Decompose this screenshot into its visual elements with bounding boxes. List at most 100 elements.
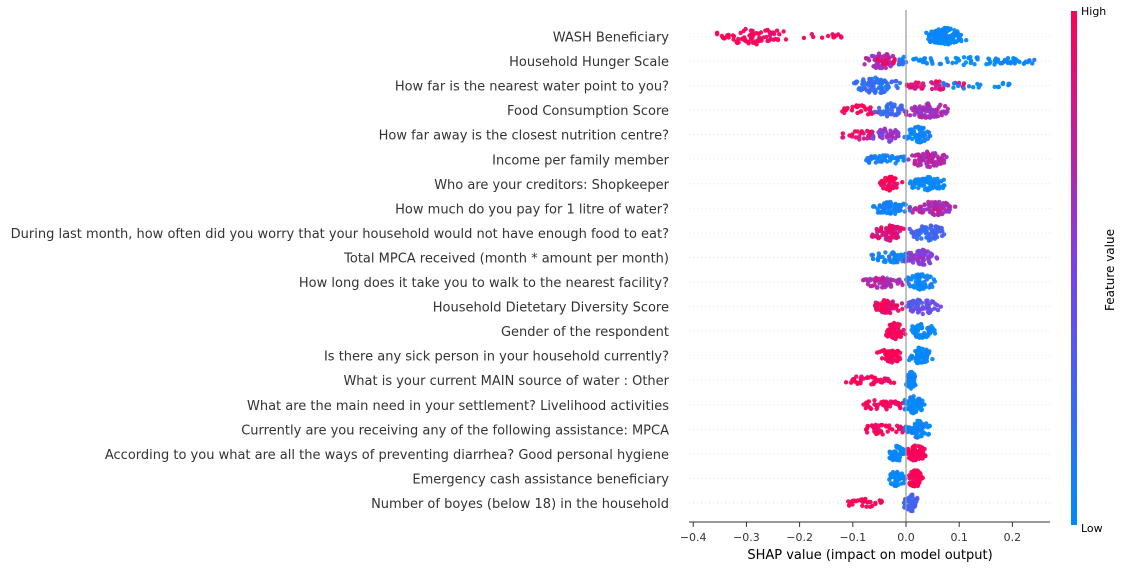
shap-point (891, 60, 896, 66)
shap-point (894, 401, 900, 407)
shap-point (865, 112, 871, 117)
shap-point (751, 40, 756, 45)
shap-point (880, 285, 885, 290)
x-tick-label: 0.1 (950, 531, 968, 544)
shap-point (975, 81, 980, 87)
shap-point (871, 204, 876, 209)
shap-point (901, 327, 906, 333)
feature-label: How much do you pay for 1 litre of water… (395, 202, 669, 217)
shap-point (886, 229, 892, 234)
shap-point (876, 402, 881, 407)
shap-point (876, 51, 882, 56)
shap-point (863, 405, 868, 411)
shap-point (809, 32, 814, 37)
colorbar-title: Feature value (1103, 229, 1117, 311)
shap-point (773, 36, 778, 42)
shap-point (866, 157, 871, 162)
shap-point (954, 30, 959, 36)
shap-point (926, 328, 931, 333)
shap-point (850, 498, 855, 504)
shap-point (913, 283, 918, 288)
shap-point (892, 56, 897, 62)
shap-point (864, 375, 870, 381)
shap-point (947, 33, 953, 39)
shap-point (942, 26, 947, 32)
shap-point (883, 399, 889, 404)
shap-point (870, 129, 875, 135)
shap-point (934, 33, 940, 39)
shap-point (895, 157, 900, 162)
shap-point (888, 133, 894, 138)
shap-point (865, 282, 871, 287)
x-axis-label: SHAP value (impact on model output) (747, 548, 992, 563)
shap-point (1030, 61, 1035, 66)
shap-point (847, 133, 852, 138)
shap-point (953, 204, 958, 209)
shap-point (903, 332, 908, 337)
shap-point (939, 156, 944, 162)
shap-point (910, 260, 916, 265)
shap-point (907, 181, 913, 186)
shap-point (915, 181, 920, 186)
feature-label: Food Consumption Score (507, 104, 669, 119)
shap-point (927, 260, 932, 265)
shap-point (857, 134, 862, 139)
shap-point (910, 492, 915, 497)
shap-point (874, 406, 879, 411)
shap-point (876, 105, 882, 111)
shap-point (869, 252, 874, 258)
shap-point (840, 109, 845, 114)
shap-point (922, 431, 928, 436)
shap-point (906, 455, 912, 461)
shap-point (869, 382, 874, 387)
shap-point (959, 38, 964, 44)
shap-point (879, 58, 885, 64)
shap-point (898, 203, 904, 209)
shap-point (926, 275, 931, 280)
shap-point (935, 161, 941, 167)
shap-point (878, 228, 883, 234)
shap-point (887, 378, 892, 383)
shap-point (922, 138, 927, 144)
shap-point (937, 61, 942, 67)
shap-point (899, 481, 904, 486)
shap-point (894, 443, 899, 449)
shap-point (888, 323, 893, 328)
shap-point (916, 345, 921, 351)
shap-point (945, 59, 950, 65)
shap-point (1027, 58, 1032, 63)
shap-point (929, 29, 934, 34)
shap-point (992, 62, 997, 67)
shap-point (927, 285, 932, 290)
shap-point (907, 135, 912, 140)
shap-point (921, 286, 926, 291)
shap-point (922, 202, 927, 207)
shap-point (936, 27, 941, 32)
shap-point (908, 428, 913, 433)
shap-point (875, 257, 880, 262)
shap-point (742, 37, 748, 42)
shap-point (781, 29, 786, 34)
shap-point (897, 80, 903, 86)
shap-point (940, 153, 945, 158)
shap-point (916, 185, 921, 191)
shap-point (873, 160, 878, 165)
shap-point (913, 325, 918, 330)
shap-point (839, 35, 844, 40)
shap-point (955, 83, 961, 89)
shap-point (899, 301, 905, 306)
shap-point (920, 346, 925, 352)
shap-point (883, 175, 888, 181)
shap-point (926, 333, 931, 338)
shap-point (884, 52, 889, 57)
shap-point (774, 28, 780, 33)
shap-point (875, 285, 880, 290)
shap-point (847, 503, 852, 508)
shap-point (874, 306, 879, 312)
shap-point (922, 179, 928, 184)
shap-point (971, 85, 976, 90)
shap-point (920, 81, 926, 86)
shap-point (941, 183, 946, 188)
shap-point (930, 204, 935, 209)
